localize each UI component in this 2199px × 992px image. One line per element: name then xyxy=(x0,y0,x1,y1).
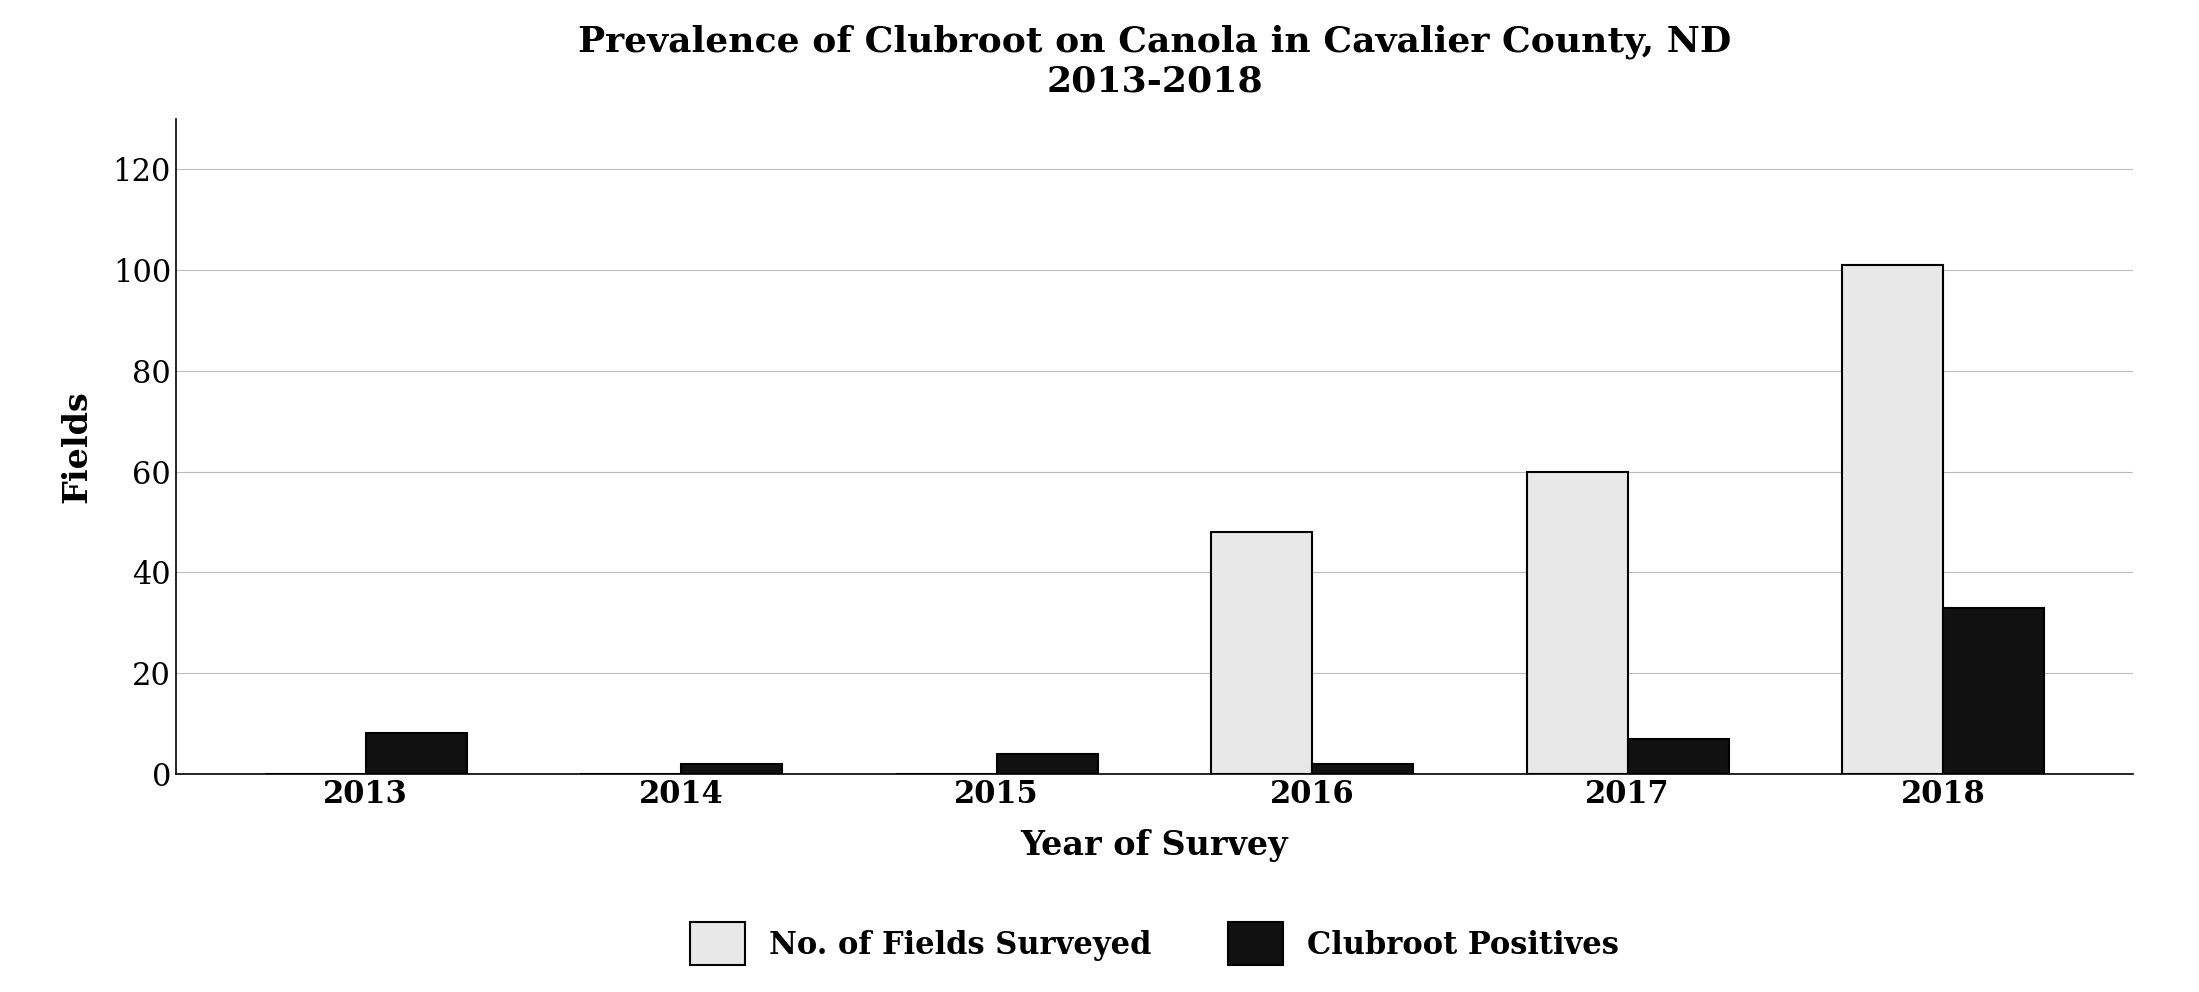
Title: Prevalence of Clubroot on Canola in Cavalier County, ND
2013-2018: Prevalence of Clubroot on Canola in Cava… xyxy=(578,25,1731,98)
Bar xyxy=(682,764,783,774)
Bar xyxy=(1627,738,1728,774)
Legend: No. of Fields Surveyed, Clubroot Positives: No. of Fields Surveyed, Clubroot Positiv… xyxy=(675,907,1634,981)
Y-axis label: Fields: Fields xyxy=(59,390,92,503)
Bar xyxy=(365,733,466,774)
Bar xyxy=(1212,532,1313,774)
Bar xyxy=(1526,471,1627,774)
Bar xyxy=(1843,265,1944,774)
Bar xyxy=(1944,607,2045,774)
X-axis label: Year of Survey: Year of Survey xyxy=(1020,829,1289,862)
Bar xyxy=(1313,764,1414,774)
Bar xyxy=(996,754,1097,774)
